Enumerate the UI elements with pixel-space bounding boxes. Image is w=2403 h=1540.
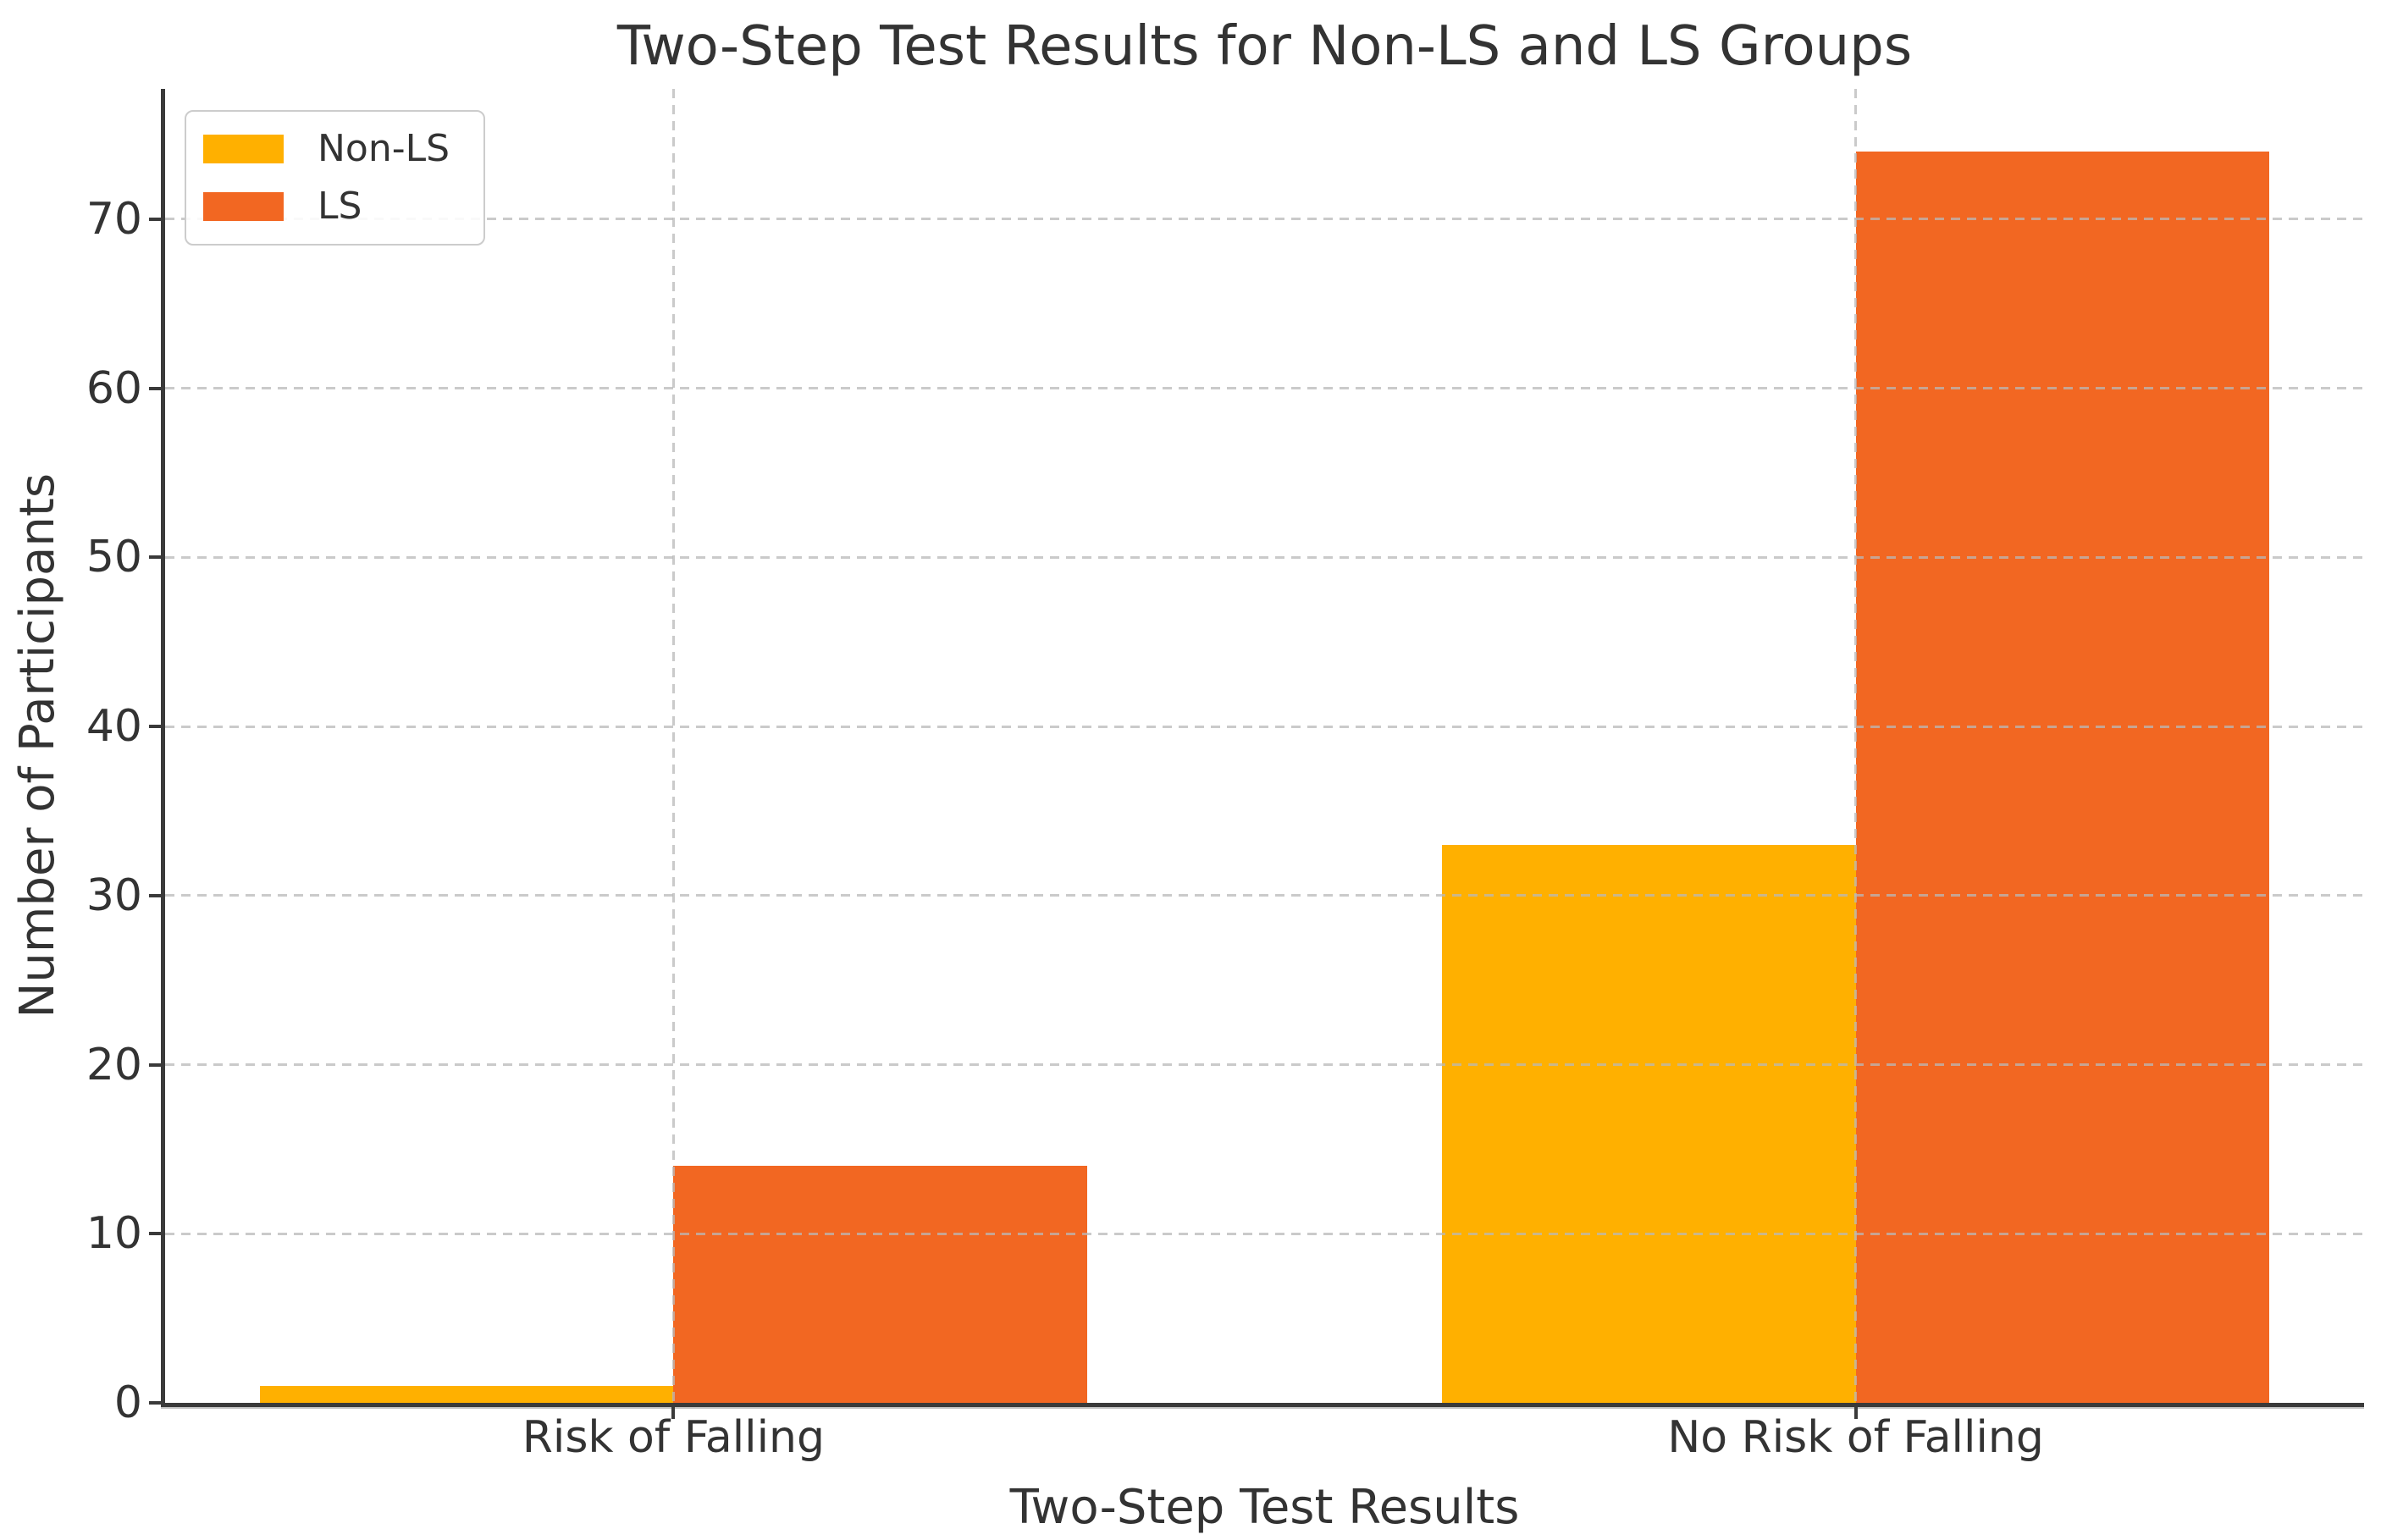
y-tick-mark bbox=[149, 1063, 161, 1067]
y-tick-label: 30 bbox=[86, 869, 142, 921]
legend-label: Non-LS bbox=[318, 127, 450, 170]
x-axis-spine bbox=[161, 1403, 2364, 1407]
y-tick-mark bbox=[149, 725, 161, 729]
y-tick-mark bbox=[149, 217, 161, 221]
legend-label: LS bbox=[318, 185, 362, 228]
bar-non-ls-no-risk-of-falling bbox=[1441, 844, 1856, 1403]
legend: Non-LS LS bbox=[185, 110, 486, 246]
legend-swatch-ls bbox=[203, 192, 284, 221]
y-tick-label: 20 bbox=[86, 1039, 142, 1090]
y-tick-label: 10 bbox=[86, 1208, 142, 1260]
y-tick-label: 50 bbox=[86, 532, 142, 583]
y-tick-labels: 0 10 20 30 40 50 60 70 bbox=[0, 89, 142, 1425]
y-tick-mark bbox=[149, 386, 161, 390]
bar-non-ls-risk-of-falling bbox=[259, 1386, 674, 1403]
y-tick-label: 60 bbox=[86, 362, 142, 414]
y-tick-mark bbox=[149, 893, 161, 897]
bar-ls-risk-of-falling bbox=[673, 1166, 1088, 1403]
legend-entry-non-ls: Non-LS bbox=[203, 130, 450, 168]
y-tick-mark bbox=[149, 1401, 161, 1405]
bars-layer bbox=[165, 89, 2364, 1403]
y-tick-mark bbox=[149, 1232, 161, 1236]
legend-entry-ls: LS bbox=[203, 188, 450, 225]
y-tick-label: 40 bbox=[86, 701, 142, 753]
x-tick-labels: Risk of Falling No Risk of Falling bbox=[165, 1416, 2364, 1466]
x-tick-mark bbox=[1853, 1407, 1858, 1419]
bar-ls-no-risk-of-falling bbox=[1855, 151, 2270, 1403]
x-axis-label: Two-Step Test Results bbox=[1009, 1480, 1520, 1535]
plot-area: Non-LS LS bbox=[149, 89, 2364, 1419]
y-axis-spine bbox=[161, 89, 165, 1407]
x-tick-label-no-risk-of-falling: No Risk of Falling bbox=[1667, 1412, 2044, 1463]
y-tick-label: 0 bbox=[113, 1377, 142, 1428]
y-tick-label: 70 bbox=[86, 193, 142, 245]
y-tick-mark bbox=[149, 555, 161, 560]
legend-swatch-non-ls bbox=[203, 135, 284, 163]
chart-title: Two-Step Test Results for Non-LS and LS … bbox=[616, 15, 1913, 78]
x-tick-mark bbox=[671, 1407, 676, 1419]
x-tick-label-risk-of-falling: Risk of Falling bbox=[522, 1412, 826, 1463]
